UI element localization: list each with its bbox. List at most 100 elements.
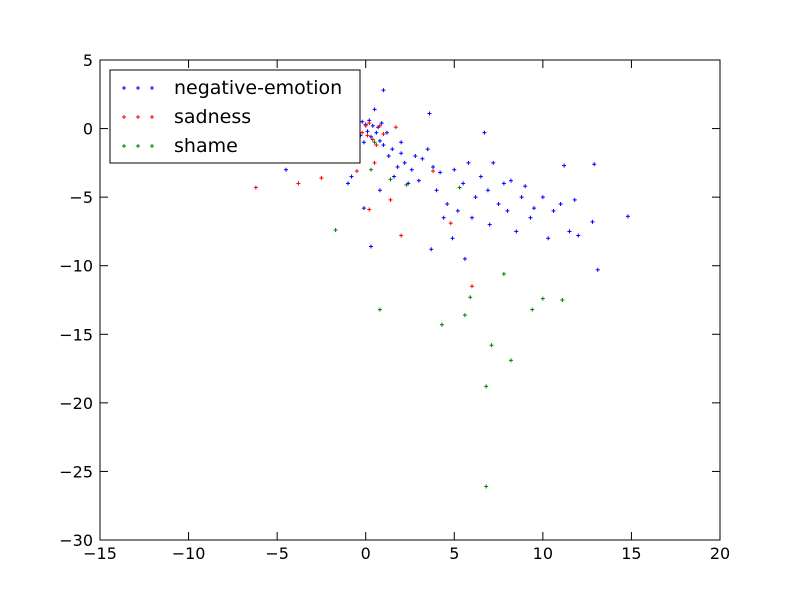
data-point [372, 160, 377, 165]
data-point [399, 140, 404, 145]
y-tick-label: −20 [59, 394, 93, 413]
data-point [379, 121, 384, 126]
data-point [484, 484, 489, 489]
data-point [441, 215, 446, 220]
data-point [284, 167, 288, 172]
data-point [393, 125, 398, 130]
data-point [367, 121, 372, 126]
data-point [462, 256, 467, 261]
legend-entry: sadness [122, 106, 251, 128]
data-point [431, 169, 436, 174]
data-point [346, 181, 350, 186]
data-point [369, 244, 374, 249]
x-tick-label: 20 [710, 544, 730, 563]
data-point [532, 206, 536, 211]
data-point [455, 208, 460, 213]
y-tick-label: −25 [59, 462, 93, 481]
x-tick-label: 10 [533, 544, 553, 563]
data-point [562, 163, 567, 168]
data-point [485, 188, 490, 193]
data-point [381, 143, 386, 148]
x-tick-label: 0 [361, 544, 371, 563]
data-point [519, 195, 524, 200]
legend-marker [136, 115, 140, 119]
data-point [530, 307, 535, 312]
data-point [576, 233, 581, 238]
data-point [452, 167, 457, 172]
x-tick-labels: −15 −10 −5 0 5 10 15 20 [83, 544, 730, 563]
data-point [546, 236, 551, 241]
data-point [349, 174, 354, 179]
data-point [399, 233, 404, 238]
data-point [457, 185, 462, 190]
data-point [374, 130, 379, 135]
data-point [473, 195, 478, 200]
data-point [439, 322, 444, 327]
series-sadness [253, 121, 474, 289]
data-point [551, 208, 556, 213]
y-tick-label: −10 [59, 257, 93, 276]
legend: negative-emotion sadness shame [109, 69, 361, 164]
data-point [501, 271, 506, 276]
data-point [429, 247, 434, 252]
data-point [319, 175, 324, 180]
legend-entry: shame [122, 135, 238, 157]
data-point [372, 107, 377, 112]
data-point [361, 140, 366, 145]
data-point [402, 160, 407, 165]
data-points [253, 88, 630, 489]
data-point [590, 219, 595, 224]
data-point [390, 147, 395, 152]
data-point [354, 169, 359, 174]
data-point [523, 184, 528, 189]
data-point [381, 88, 386, 93]
data-point [369, 134, 374, 139]
y-tick-label: −15 [59, 325, 93, 344]
data-point [384, 130, 389, 135]
data-point [560, 298, 565, 302]
data-point [427, 111, 432, 116]
data-point [416, 178, 421, 183]
data-point [528, 215, 533, 220]
data-point [487, 222, 492, 227]
data-point [445, 202, 450, 206]
data-point [496, 202, 501, 206]
legend-marker [136, 144, 140, 148]
data-point [567, 229, 572, 234]
data-point [595, 267, 600, 272]
data-point [470, 284, 474, 289]
data-point [540, 195, 545, 200]
data-point [466, 160, 471, 165]
data-point [367, 207, 372, 212]
data-point [434, 188, 439, 193]
data-point [253, 185, 258, 190]
data-point [381, 132, 386, 137]
data-point [484, 384, 489, 389]
legend-marker [122, 115, 126, 119]
legend-entry: negative-emotion [122, 77, 342, 99]
data-point [438, 170, 443, 175]
data-point [461, 181, 466, 186]
data-point [468, 295, 473, 300]
data-point [374, 143, 379, 148]
data-point [388, 197, 393, 202]
x-tick-label: −5 [265, 544, 289, 563]
legend-label: sadness [174, 106, 251, 128]
y-tick-label: −30 [59, 531, 93, 550]
y-tick-label: 0 [83, 120, 93, 139]
data-point [448, 221, 453, 226]
data-point [369, 167, 374, 172]
series-negative-emotion [284, 88, 630, 272]
data-point [386, 154, 391, 158]
data-point [450, 236, 455, 241]
data-point [508, 178, 513, 183]
data-point [372, 140, 377, 145]
data-point [361, 206, 366, 211]
data-point [377, 307, 382, 312]
data-point [572, 197, 577, 202]
legend-label: shame [174, 135, 238, 157]
data-point [399, 151, 404, 156]
y-tick-labels: −30 −25 −20 −15 −10 −5 0 5 [59, 51, 93, 550]
data-point [388, 177, 393, 182]
